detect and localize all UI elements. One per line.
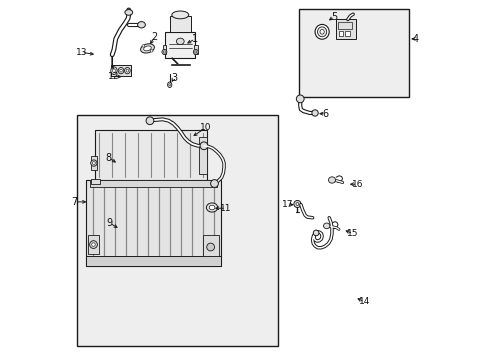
- Text: 14: 14: [358, 297, 369, 306]
- Text: 9: 9: [106, 218, 113, 228]
- Ellipse shape: [162, 49, 166, 54]
- Text: 16: 16: [351, 180, 363, 189]
- Ellipse shape: [92, 162, 95, 165]
- Ellipse shape: [293, 201, 300, 207]
- Bar: [194, 45, 197, 54]
- Text: 17: 17: [281, 200, 293, 209]
- Bar: [338, 31, 343, 36]
- Ellipse shape: [140, 44, 154, 53]
- Bar: [88, 235, 99, 254]
- Bar: [163, 45, 166, 54]
- Bar: [77, 115, 278, 346]
- Ellipse shape: [323, 223, 329, 229]
- Ellipse shape: [171, 11, 188, 19]
- Ellipse shape: [142, 45, 144, 47]
- Text: 7: 7: [71, 197, 78, 207]
- Text: 10: 10: [200, 123, 211, 132]
- Bar: [198, 136, 207, 174]
- Ellipse shape: [194, 51, 197, 53]
- Text: 15: 15: [346, 229, 358, 238]
- Ellipse shape: [209, 205, 214, 210]
- Ellipse shape: [193, 49, 198, 54]
- Ellipse shape: [206, 203, 217, 212]
- Bar: [91, 156, 97, 170]
- Ellipse shape: [146, 117, 154, 125]
- Text: 2: 2: [151, 32, 157, 42]
- Ellipse shape: [176, 38, 184, 45]
- Bar: [91, 179, 100, 184]
- Ellipse shape: [137, 22, 145, 28]
- Text: 8: 8: [105, 153, 111, 163]
- Ellipse shape: [314, 24, 328, 39]
- Ellipse shape: [89, 241, 97, 248]
- Ellipse shape: [124, 10, 132, 15]
- Bar: [169, 16, 190, 32]
- Text: 12: 12: [107, 72, 119, 81]
- Bar: [111, 65, 130, 76]
- Ellipse shape: [143, 46, 151, 51]
- Bar: [90, 180, 217, 187]
- Text: 4: 4: [412, 34, 418, 44]
- Text: 11: 11: [220, 204, 231, 213]
- Ellipse shape: [311, 110, 318, 116]
- Ellipse shape: [120, 69, 122, 72]
- Bar: [165, 32, 195, 58]
- Ellipse shape: [295, 203, 298, 206]
- Bar: [337, 22, 351, 29]
- Ellipse shape: [296, 95, 304, 103]
- Ellipse shape: [90, 160, 97, 166]
- Ellipse shape: [126, 69, 128, 72]
- Ellipse shape: [200, 142, 207, 150]
- Text: 1: 1: [192, 34, 198, 44]
- Ellipse shape: [150, 50, 153, 52]
- Text: 13: 13: [76, 48, 87, 57]
- Text: 5: 5: [331, 12, 337, 22]
- Bar: [86, 256, 220, 266]
- Text: 6: 6: [322, 109, 328, 119]
- Bar: [299, 9, 407, 97]
- Bar: [203, 235, 218, 256]
- Ellipse shape: [163, 51, 165, 53]
- Ellipse shape: [210, 180, 218, 188]
- Bar: [86, 180, 220, 266]
- Ellipse shape: [168, 84, 170, 86]
- Text: 3: 3: [170, 73, 177, 83]
- Ellipse shape: [317, 27, 326, 37]
- Ellipse shape: [206, 243, 214, 251]
- Bar: [94, 130, 207, 181]
- Ellipse shape: [313, 230, 318, 236]
- Ellipse shape: [328, 177, 335, 183]
- Ellipse shape: [118, 67, 123, 74]
- Ellipse shape: [112, 69, 115, 72]
- Bar: [345, 31, 349, 36]
- Ellipse shape: [319, 30, 324, 34]
- Ellipse shape: [167, 82, 171, 87]
- Ellipse shape: [111, 67, 117, 75]
- Bar: [336, 19, 355, 39]
- Ellipse shape: [92, 243, 95, 246]
- Ellipse shape: [124, 67, 130, 74]
